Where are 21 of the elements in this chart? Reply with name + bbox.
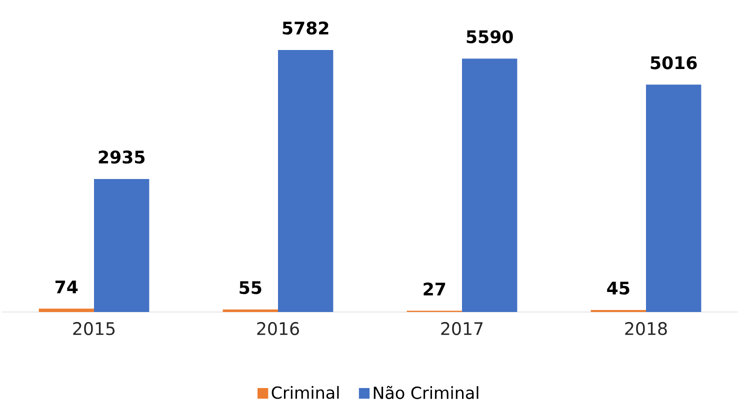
bar xyxy=(646,84,702,312)
data-label: 2935 xyxy=(98,150,145,164)
bar xyxy=(38,308,94,312)
data-label: 55 xyxy=(240,281,262,294)
x-tick-label: 2018 xyxy=(625,322,667,336)
bar xyxy=(222,310,278,312)
legend-label: Criminal xyxy=(272,386,339,399)
data-label: 74 xyxy=(55,280,78,294)
x-tick-label: 2016 xyxy=(257,322,299,336)
legend-label: Não Criminal xyxy=(374,386,478,400)
data-label: 45 xyxy=(607,282,630,295)
bar xyxy=(94,178,150,312)
data-label: 27 xyxy=(424,282,446,296)
data-label: 5016 xyxy=(650,56,697,70)
x-tick-label: 2017 xyxy=(441,322,483,336)
data-label: 5782 xyxy=(282,21,328,35)
x-tick-label: 2015 xyxy=(73,322,115,336)
data-label: 5590 xyxy=(466,30,513,44)
bar xyxy=(462,58,518,312)
bar xyxy=(278,50,334,312)
bar xyxy=(590,310,646,312)
